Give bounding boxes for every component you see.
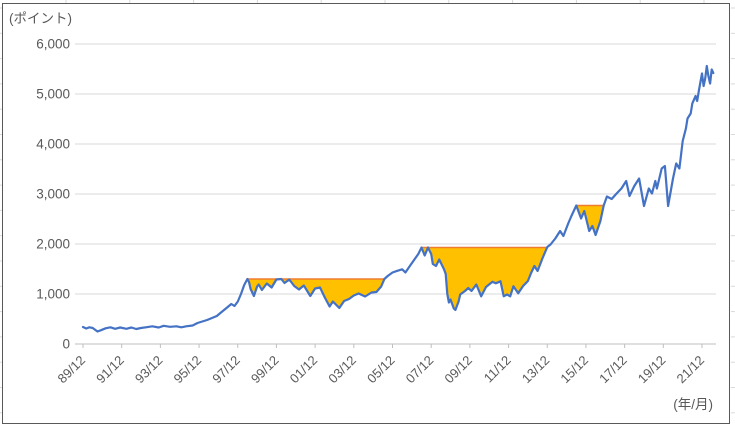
index-line	[81, 64, 715, 333]
y-tick-label: 0	[62, 337, 70, 352]
x-tick-label: 09/12	[441, 353, 475, 387]
x-tick-label: 97/12	[209, 353, 243, 387]
x-tick-label: 17/12	[596, 353, 630, 387]
y-tick-label: 4,000	[36, 137, 70, 152]
x-tick-label: 21/12	[674, 353, 708, 387]
y-tick-label: 2,000	[36, 237, 70, 252]
x-tick-label: 91/12	[93, 353, 127, 387]
x-tick-label: 19/12	[635, 353, 669, 387]
y-tick-labels: 0 1,000 2,000 3,000 4,000 5,000 6,000	[36, 37, 70, 352]
x-tick-label: 95/12	[171, 353, 205, 387]
chart-frame	[2, 3, 730, 424]
x-tick-label: 07/12	[403, 353, 437, 387]
y-tick-label: 1,000	[36, 287, 70, 302]
x-tick-label: 11/12	[481, 353, 514, 386]
y-tick-label: 6,000	[36, 37, 70, 52]
x-tick-label: 03/12	[325, 353, 359, 387]
x-tick-label: 05/12	[364, 353, 398, 387]
x-tick-label: 93/12	[132, 353, 166, 387]
x-tick-label: 15/12	[557, 353, 591, 387]
y-tick-label: 5,000	[36, 87, 70, 102]
x-axis	[75, 343, 716, 348]
x-tick-label: 13/12	[519, 353, 553, 387]
chart-border	[2, 3, 730, 424]
x-tick-label: 89/12	[55, 353, 89, 387]
y-axis-title: (ポイント)	[9, 11, 72, 26]
sheet-gridline-stubs	[0, 0, 735, 414]
drawdown-fill	[247, 279, 385, 308]
x-tick-label: 99/12	[248, 353, 282, 387]
x-axis-title: (年/月)	[673, 397, 713, 412]
gridlines	[75, 43, 716, 295]
x-tick-label: 01/12	[287, 353, 321, 387]
drawdown-fill	[421, 247, 548, 310]
y-tick-label: 3,000	[36, 187, 70, 202]
index-line-series	[81, 64, 715, 333]
x-tick-labels: 89/12 91/12 93/12 95/12 97/12 99/12 01/12 03/12…	[55, 353, 708, 387]
